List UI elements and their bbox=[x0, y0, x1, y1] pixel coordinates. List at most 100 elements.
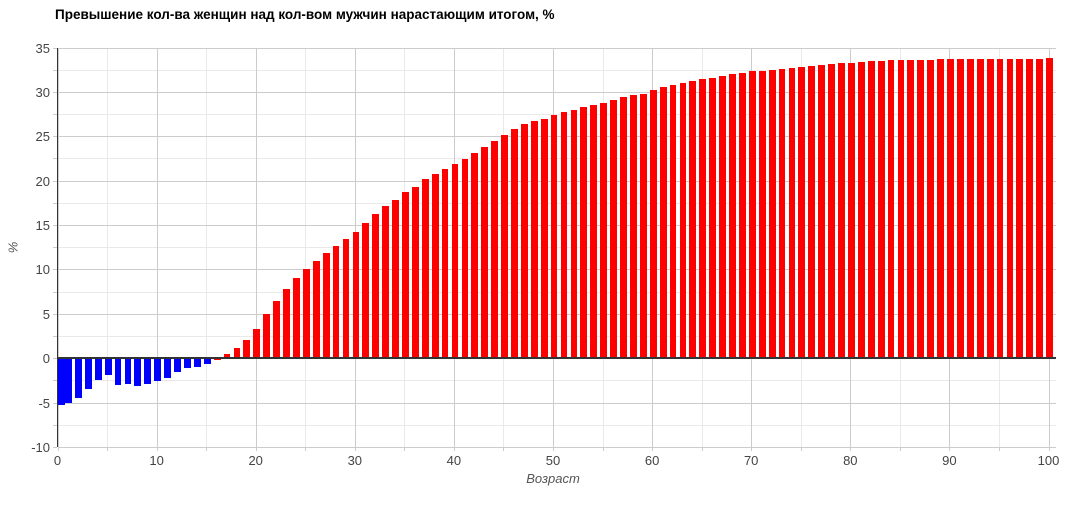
bar[interactable] bbox=[927, 59, 935, 359]
bar[interactable] bbox=[114, 358, 122, 385]
bar[interactable] bbox=[798, 67, 806, 359]
bar[interactable] bbox=[273, 301, 281, 359]
bar[interactable] bbox=[411, 186, 419, 359]
bar[interactable] bbox=[550, 114, 558, 359]
bar[interactable] bbox=[966, 59, 974, 359]
bar[interactable] bbox=[1016, 59, 1024, 359]
bar[interactable] bbox=[481, 146, 489, 359]
bar[interactable] bbox=[649, 90, 657, 359]
bar[interactable] bbox=[124, 358, 132, 384]
bar[interactable] bbox=[1036, 59, 1044, 359]
bar[interactable] bbox=[679, 83, 687, 359]
bar[interactable] bbox=[193, 358, 201, 368]
bar[interactable] bbox=[877, 60, 885, 359]
bar[interactable] bbox=[669, 84, 677, 359]
bar[interactable] bbox=[570, 109, 578, 359]
bar[interactable] bbox=[887, 60, 895, 359]
bar[interactable] bbox=[907, 59, 915, 359]
bar[interactable] bbox=[699, 79, 707, 359]
bar[interactable] bbox=[996, 59, 1004, 359]
bar[interactable] bbox=[957, 59, 964, 359]
bar[interactable] bbox=[223, 353, 231, 359]
bar[interactable] bbox=[689, 81, 697, 359]
bar[interactable] bbox=[154, 358, 162, 382]
bar[interactable] bbox=[937, 59, 944, 359]
bar[interactable] bbox=[986, 59, 994, 359]
bar[interactable] bbox=[828, 64, 835, 359]
bar[interactable] bbox=[58, 358, 65, 406]
bar[interactable] bbox=[392, 200, 399, 359]
bar[interactable] bbox=[441, 169, 449, 359]
bar[interactable] bbox=[253, 328, 261, 359]
bar[interactable] bbox=[65, 358, 72, 404]
bar[interactable] bbox=[342, 239, 350, 359]
bar[interactable] bbox=[461, 159, 469, 359]
bar[interactable] bbox=[302, 269, 310, 359]
bar[interactable] bbox=[1046, 58, 1053, 359]
bar[interactable] bbox=[322, 253, 330, 359]
bar[interactable] bbox=[501, 134, 508, 359]
bar[interactable] bbox=[976, 59, 984, 359]
bar[interactable] bbox=[511, 129, 518, 359]
bar[interactable] bbox=[263, 313, 271, 359]
bar[interactable] bbox=[639, 93, 647, 359]
bar[interactable] bbox=[620, 97, 627, 359]
bar[interactable] bbox=[917, 59, 925, 359]
bar[interactable] bbox=[94, 358, 102, 380]
bar[interactable] bbox=[382, 206, 390, 359]
bar[interactable] bbox=[729, 74, 736, 359]
bar[interactable] bbox=[332, 246, 340, 359]
bar[interactable] bbox=[243, 340, 251, 359]
bar[interactable] bbox=[402, 192, 409, 359]
bar[interactable] bbox=[808, 66, 816, 359]
bar[interactable] bbox=[174, 358, 181, 372]
bar[interactable] bbox=[897, 59, 905, 359]
bar[interactable] bbox=[184, 358, 191, 368]
bar[interactable] bbox=[84, 358, 92, 390]
bar[interactable] bbox=[352, 232, 360, 359]
bar[interactable] bbox=[362, 223, 370, 359]
bar[interactable] bbox=[857, 61, 865, 359]
bar[interactable] bbox=[372, 214, 380, 359]
bar[interactable] bbox=[134, 358, 142, 386]
bar[interactable] bbox=[451, 163, 459, 359]
bar[interactable] bbox=[491, 140, 499, 359]
bar[interactable] bbox=[629, 95, 637, 359]
bar[interactable] bbox=[471, 153, 479, 359]
bar[interactable] bbox=[560, 112, 568, 359]
bar[interactable] bbox=[590, 105, 598, 359]
bar[interactable] bbox=[540, 118, 548, 359]
bar[interactable] bbox=[144, 358, 152, 384]
bar[interactable] bbox=[293, 278, 300, 359]
bar[interactable] bbox=[600, 102, 608, 359]
bar[interactable] bbox=[788, 67, 796, 359]
bar[interactable] bbox=[203, 358, 211, 364]
bar[interactable] bbox=[104, 358, 112, 376]
bar[interactable] bbox=[738, 73, 746, 359]
bar[interactable] bbox=[838, 63, 845, 359]
bar[interactable] bbox=[867, 61, 875, 359]
bar[interactable] bbox=[431, 173, 439, 359]
bar[interactable] bbox=[709, 77, 717, 359]
bar[interactable] bbox=[848, 62, 855, 359]
bar[interactable] bbox=[421, 178, 429, 359]
bar[interactable] bbox=[748, 71, 756, 359]
bar[interactable] bbox=[947, 59, 954, 359]
bar[interactable] bbox=[778, 68, 786, 359]
bar[interactable] bbox=[768, 69, 776, 359]
bar[interactable] bbox=[233, 348, 241, 359]
bar[interactable] bbox=[719, 75, 726, 359]
bar[interactable] bbox=[312, 261, 320, 359]
bar[interactable] bbox=[75, 358, 82, 399]
bar[interactable] bbox=[520, 123, 528, 359]
bar[interactable] bbox=[1006, 59, 1014, 359]
bar[interactable] bbox=[530, 121, 538, 359]
bar[interactable] bbox=[659, 87, 667, 359]
bar[interactable] bbox=[818, 65, 826, 359]
bar[interactable] bbox=[164, 358, 171, 378]
bar[interactable] bbox=[283, 288, 290, 359]
bar[interactable] bbox=[580, 106, 588, 359]
bar[interactable] bbox=[1026, 59, 1034, 359]
bar[interactable] bbox=[758, 70, 766, 359]
bar[interactable] bbox=[610, 99, 617, 359]
